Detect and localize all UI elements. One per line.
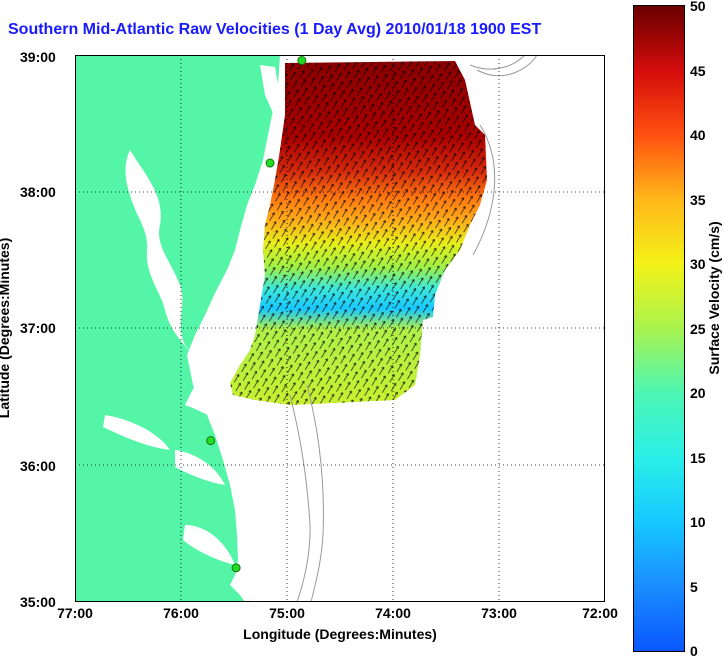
radar-station-marker [231, 563, 241, 573]
map-plot-area[interactable] [75, 55, 605, 602]
y-tick: 39:00 [20, 49, 56, 65]
land [75, 55, 280, 602]
y-tick: 35:00 [20, 594, 56, 610]
radar-station-marker [206, 436, 216, 446]
x-tick: 77:00 [57, 605, 93, 621]
x-tick: 74:00 [375, 605, 411, 621]
radar-station-marker [297, 55, 307, 65]
bathymetry-contours [289, 55, 538, 602]
colorbar-tick: 25 [690, 321, 706, 337]
y-axis-label: Latitude (Degrees:Minutes) [0, 237, 12, 419]
x-tick: 73:00 [481, 605, 517, 621]
map-title: Southern Mid-Atlantic Raw Velocities (1 … [8, 21, 542, 38]
radar-station-marker [265, 158, 275, 168]
colorbar-tick: 20 [690, 385, 706, 401]
colorbar-tick: 40 [690, 127, 706, 143]
x-tick: 72:00 [582, 605, 618, 621]
colorbar [633, 5, 685, 652]
plot-frame [75, 55, 605, 602]
velocity-field [230, 61, 487, 405]
y-tick: 37:00 [20, 320, 56, 336]
radar-stations [206, 55, 307, 573]
graticule [75, 55, 605, 602]
colorbar-tick: 5 [690, 579, 698, 595]
x-tick: 75:00 [269, 605, 305, 621]
x-axis-label: Longitude (Degrees:Minutes) [243, 626, 437, 642]
colorbar-tick: 30 [690, 256, 706, 272]
colorbar-tick: 0 [690, 643, 698, 659]
colorbar-tick: 45 [690, 63, 706, 79]
y-tick: 38:00 [20, 184, 56, 200]
colorbar-tick: 35 [690, 192, 706, 208]
colorbar-tick: 10 [690, 514, 706, 530]
y-tick: 36:00 [20, 458, 56, 474]
colorbar-tick: 50 [690, 0, 706, 14]
x-tick: 76:00 [163, 605, 199, 621]
colorbar-tick: 15 [690, 450, 706, 466]
colorbar-label: Surface Velocity (cm/s) [706, 221, 722, 375]
